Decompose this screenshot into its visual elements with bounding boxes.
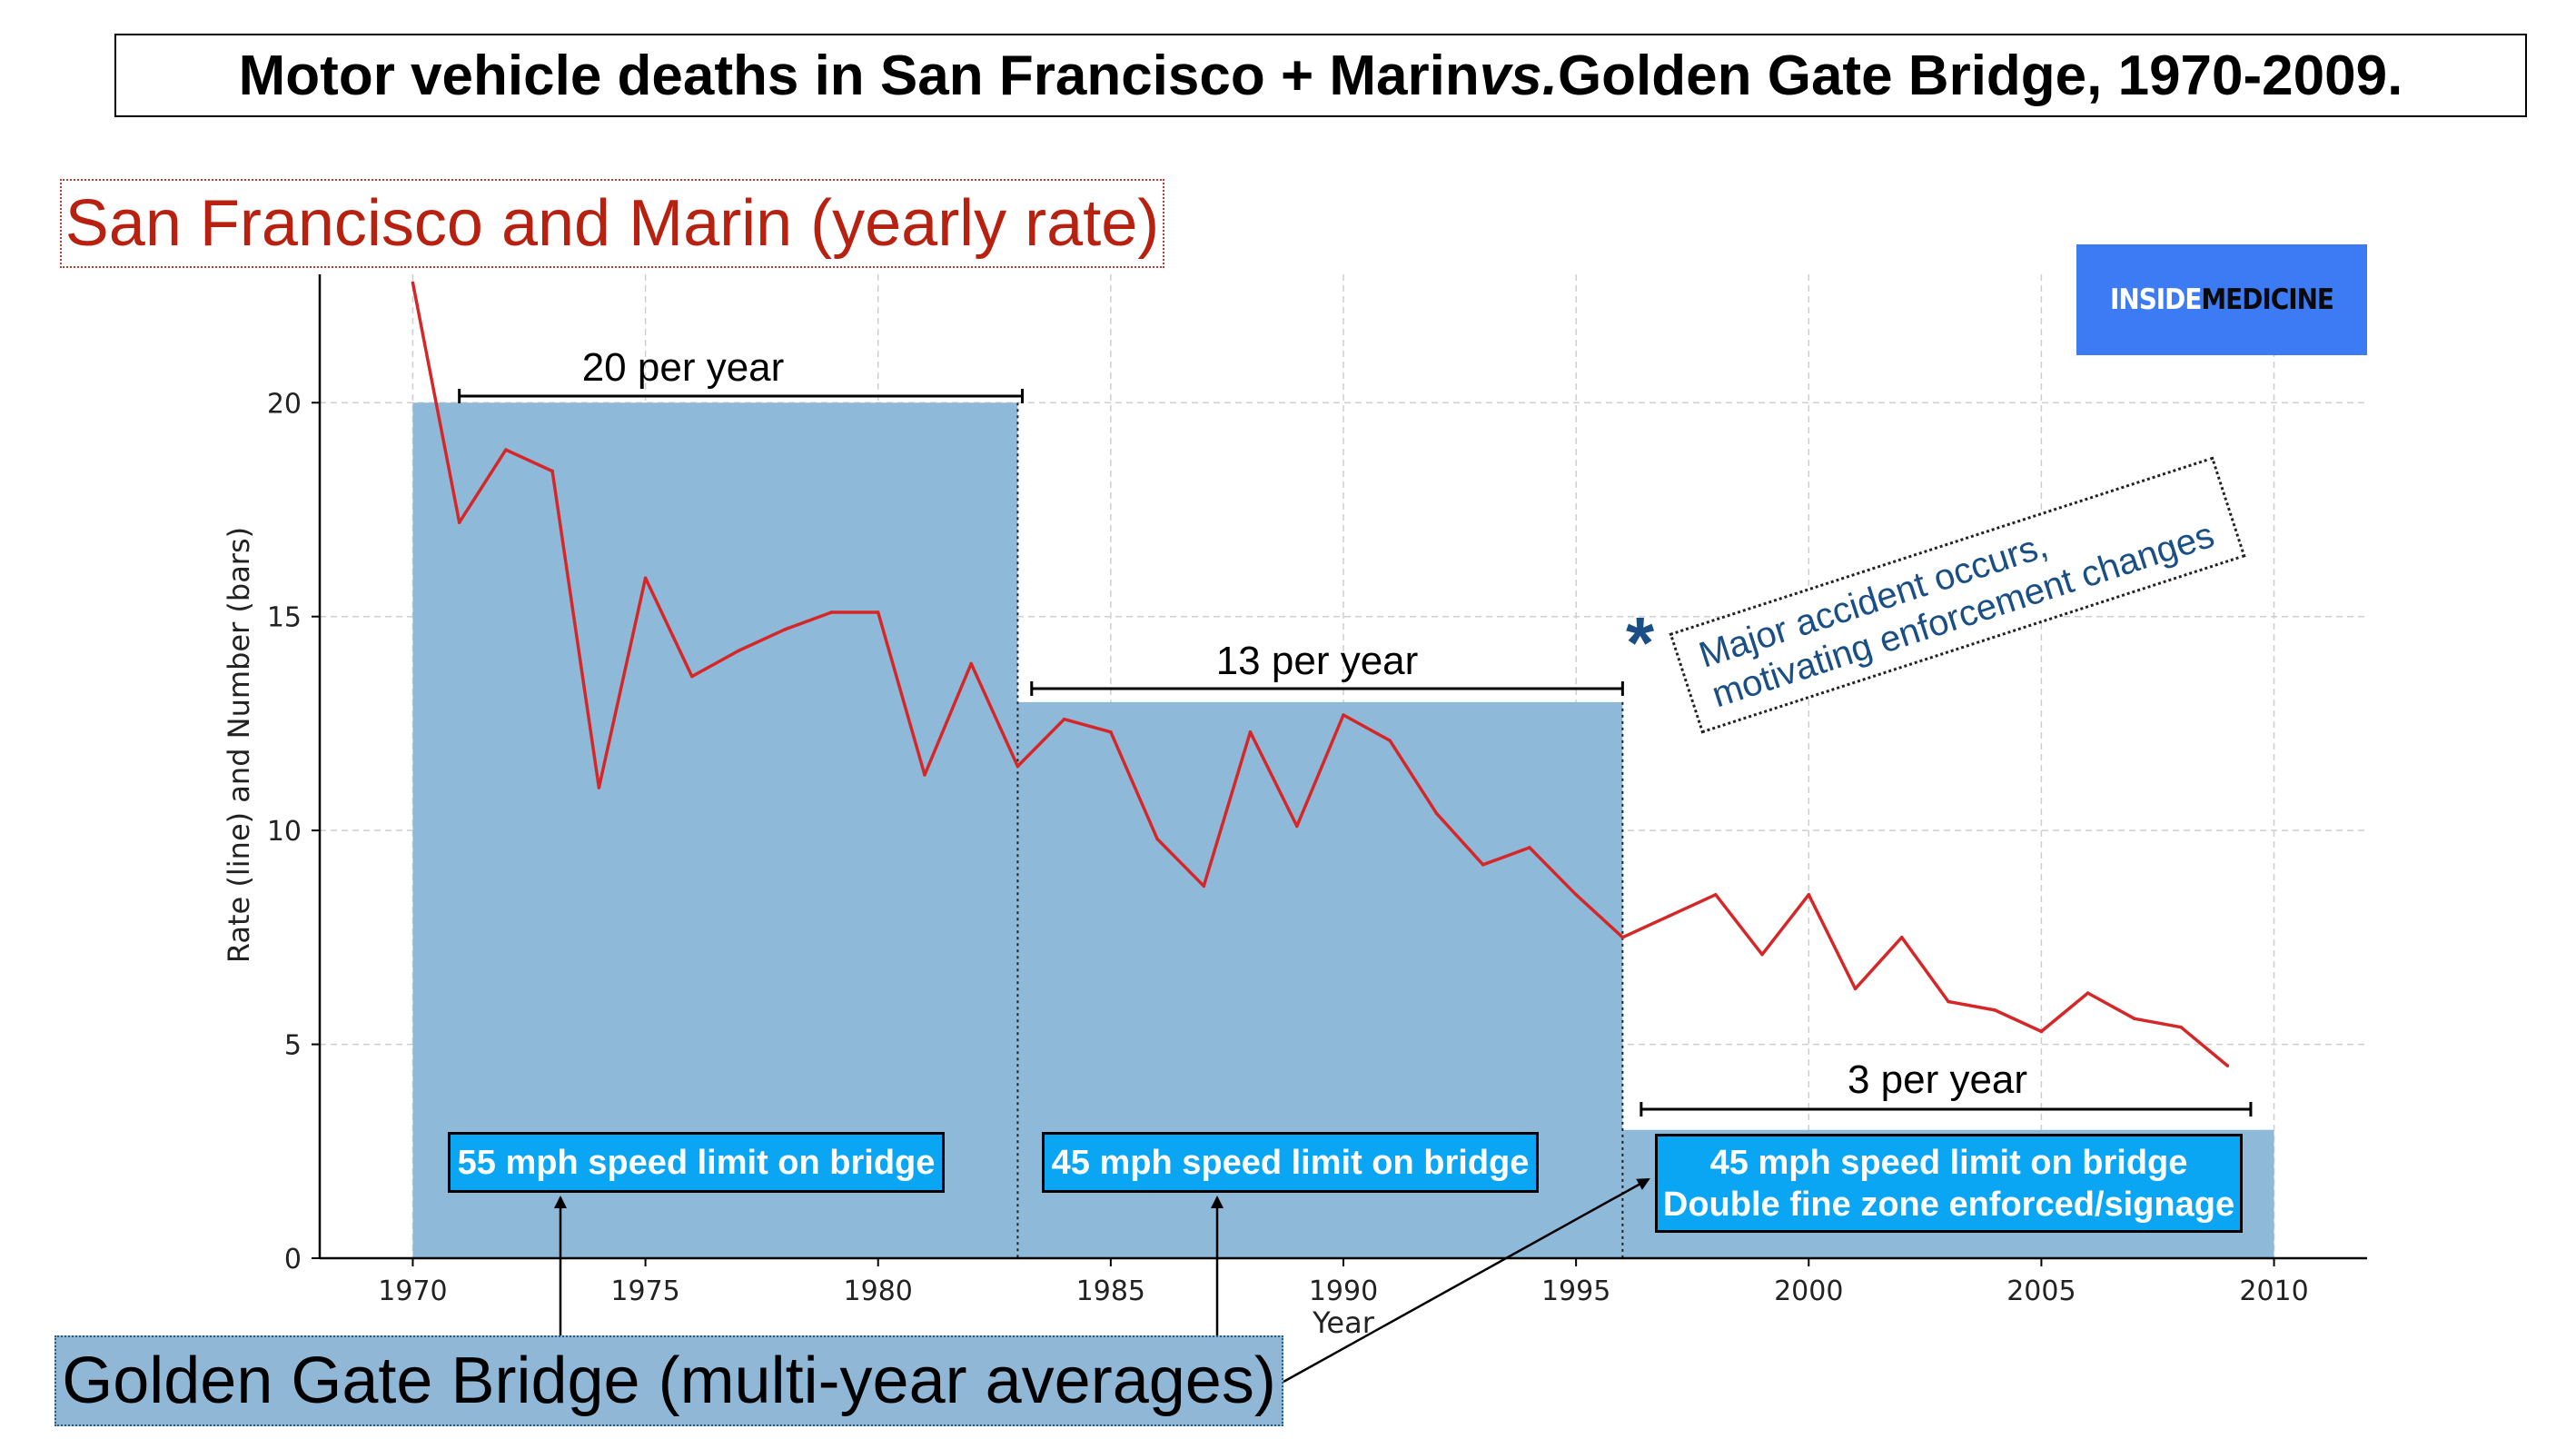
rate-point-2008 [2179,1025,2183,1029]
rate-point-1987 [1202,884,1206,888]
golden-gate-legend-label: Golden Gate Bridge (multi-year averages) [54,1335,1283,1426]
x-tick-label-1980: 1980 [844,1275,913,1307]
inside-medicine-logo: INSIDE MEDICINE [2076,244,2367,355]
rate-point-1982 [969,661,973,666]
pointer-arrows [554,1177,1650,1384]
rate-point-1976 [690,674,694,679]
rate-point-1989 [1294,824,1299,829]
title-part1: Motor vehicle deaths in San Francisco + … [238,44,1480,107]
arrow-to-speed-box-3 [1283,1177,1650,1384]
rate-point-2001 [1853,987,1858,991]
y-axis-label: Rate (line) and Number (bars) [222,527,256,963]
x-tick-label-2000: 2000 [1774,1275,1843,1307]
rate-point-1983 [1016,764,1020,769]
rate-point-1988 [1248,730,1253,734]
period-label-1983-1996: 13 per year [1215,639,1419,683]
rate-point-1972 [504,448,508,452]
rate-point-1999 [1760,952,1764,957]
x-tick-label-1975: 1975 [610,1275,679,1307]
y-tick-label-10: 10 [267,816,302,848]
rate-point-1998 [1714,892,1718,897]
rate-point-1978 [783,628,788,631]
title-vs: vs. [1479,44,1558,107]
period-brackets [458,389,2253,1116]
rate-point-1992 [1434,811,1439,816]
rate-point-1990 [1342,713,1345,717]
rate-line [411,283,2229,1067]
rate-point-1971 [457,521,461,524]
speed-box-3-line-1: 45 mph speed limit on bridge [1709,1143,2188,1182]
x-tick-label-1995: 1995 [1541,1275,1610,1307]
speed-box-1-line-1: 55 mph speed limit on bridge [457,1143,936,1182]
rate-point-1981 [923,773,926,777]
rate-point-2000 [1807,892,1811,897]
rate-point-2006 [2086,991,2090,995]
speed-limit-box-45mph: 45 mph speed limit on bridge [1042,1132,1539,1193]
y-tick-label-15: 15 [267,602,302,634]
rate-point-1975 [643,576,648,581]
speed-limit-box-55mph: 55 mph speed limit on bridge [448,1132,945,1193]
rate-point-2003 [1947,999,1950,1004]
rate-point-1980 [876,610,880,614]
x-axis-label: Year [1312,1305,1375,1340]
speed-limit-box-45mph-double-fine: 45 mph speed limit on bridge Double fine… [1655,1134,2243,1233]
rate-point-1996 [1620,936,1625,939]
period-label-1970-1983: 20 per year [581,345,785,390]
logo-word-medicine: MEDICINE [2201,283,2334,316]
rate-point-1973 [550,469,554,473]
chart-title: Motor vehicle deaths in San Francisco + … [114,34,2527,117]
rate-point-1994 [1528,846,1531,849]
rate-point-1974 [597,786,601,789]
y-tick-label-0: 0 [284,1244,302,1275]
rate-line-series [411,281,2230,1067]
rate-point-1985 [1109,730,1113,734]
rate-point-2004 [1993,1008,1996,1012]
x-tick-label-1990: 1990 [1309,1275,1378,1307]
rate-point-1970 [411,281,415,285]
rate-point-1986 [1155,837,1159,841]
rate-point-1995 [1574,892,1578,897]
rate-point-1979 [829,610,834,614]
sf-marin-legend-label: San Francisco and Marin (yearly rate) [60,179,1164,268]
rate-point-1993 [1481,863,1485,867]
rate-point-1984 [1062,717,1066,721]
x-tick-label-2005: 2005 [2006,1275,2076,1307]
rate-point-2002 [1899,936,1904,939]
rate-point-2007 [2133,1017,2136,1021]
rate-point-2009 [2225,1064,2230,1067]
logo-word-inside: INSIDE [2110,283,2202,316]
x-tick-label-2010: 2010 [2239,1275,2308,1307]
title-part2: Golden Gate Bridge, 1970-2009. [1557,44,2403,107]
y-tick-label-5: 5 [284,1030,302,1062]
x-tick-label-1985: 1985 [1076,1275,1145,1307]
speed-box-3-line-2: Double fine zone enforced/signage [1662,1185,2235,1224]
x-tick-label-1970: 1970 [378,1275,447,1307]
y-tick-label-20: 20 [267,388,302,420]
rate-point-1997 [1667,914,1671,918]
period-label-1996-2010: 3 per year [1847,1057,2028,1102]
bar-1970-1983 [412,402,1018,1258]
axes: 1970 1975 1980 1985 1990 1995 2000 2005 2010 0 5 10… [267,274,2367,1307]
rate-point-2005 [2039,1029,2044,1034]
asterisk-marker: * [1626,602,1655,683]
rate-point-1991 [1388,739,1392,743]
rate-point-1977 [737,649,740,653]
speed-box-2-line-1: 45 mph speed limit on bridge [1051,1143,1530,1182]
